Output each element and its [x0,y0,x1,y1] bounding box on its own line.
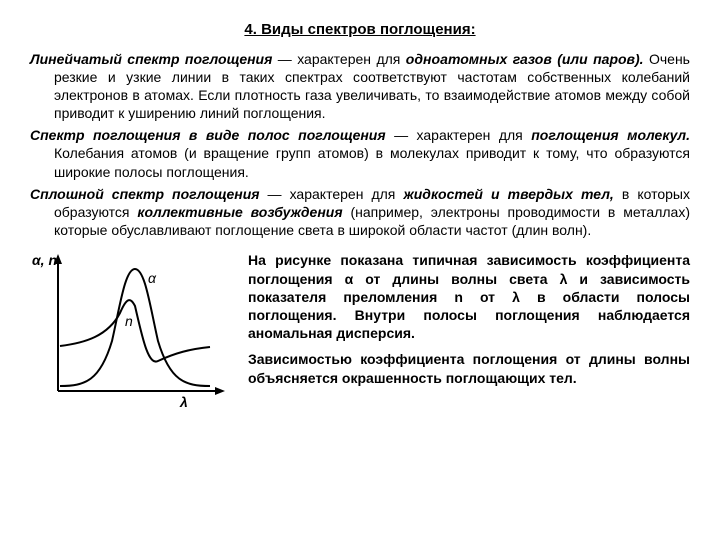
alpha-label: α [148,270,157,286]
paragraph-line-spectrum: Линейчатый спектр поглощения — характере… [30,50,690,123]
text: — характерен для [260,186,404,202]
em-2: поглощения молекул. [531,127,690,143]
paragraph-band-spectrum: Спектр поглощения в виде полос поглощени… [30,126,690,181]
em-1: одноатомных газов (или паров). [406,51,644,67]
bottom-row: α, n α n λ На рисунке показана типичная … [30,251,690,411]
text: Колебания атомов (и вращение групп атомо… [54,145,690,179]
text: — характерен для [272,51,405,67]
n-curve [60,300,210,361]
term-3: Сплошной спектр поглощения [30,186,260,202]
term-1: Линейчатый спектр поглощения [30,51,272,67]
alpha-curve [60,269,210,386]
x-arrow [215,387,225,395]
paragraph-continuous-spectrum: Сплошной спектр поглощения — характерен … [30,185,690,240]
section-title: 4. Виды спектров поглощения: [30,20,690,40]
x-axis-label: λ [179,394,188,410]
caption-p2: Зависимостью коэффициента поглощения от … [248,350,690,386]
em-3a: жидкостей и твердых тел, [403,186,613,202]
n-label: n [125,313,133,329]
text: — характерен для [386,127,532,143]
term-2: Спектр поглощения в виде полос поглощени… [30,127,386,143]
em-3b: коллективные возбуждения [137,204,342,220]
absorption-chart: α, n α n λ [30,251,230,411]
figure-caption: На рисунке показана типичная зависимость… [248,251,690,411]
caption-p1: На рисунке показана типичная зависимость… [248,251,690,342]
y-axis-label: α, n [32,252,57,268]
